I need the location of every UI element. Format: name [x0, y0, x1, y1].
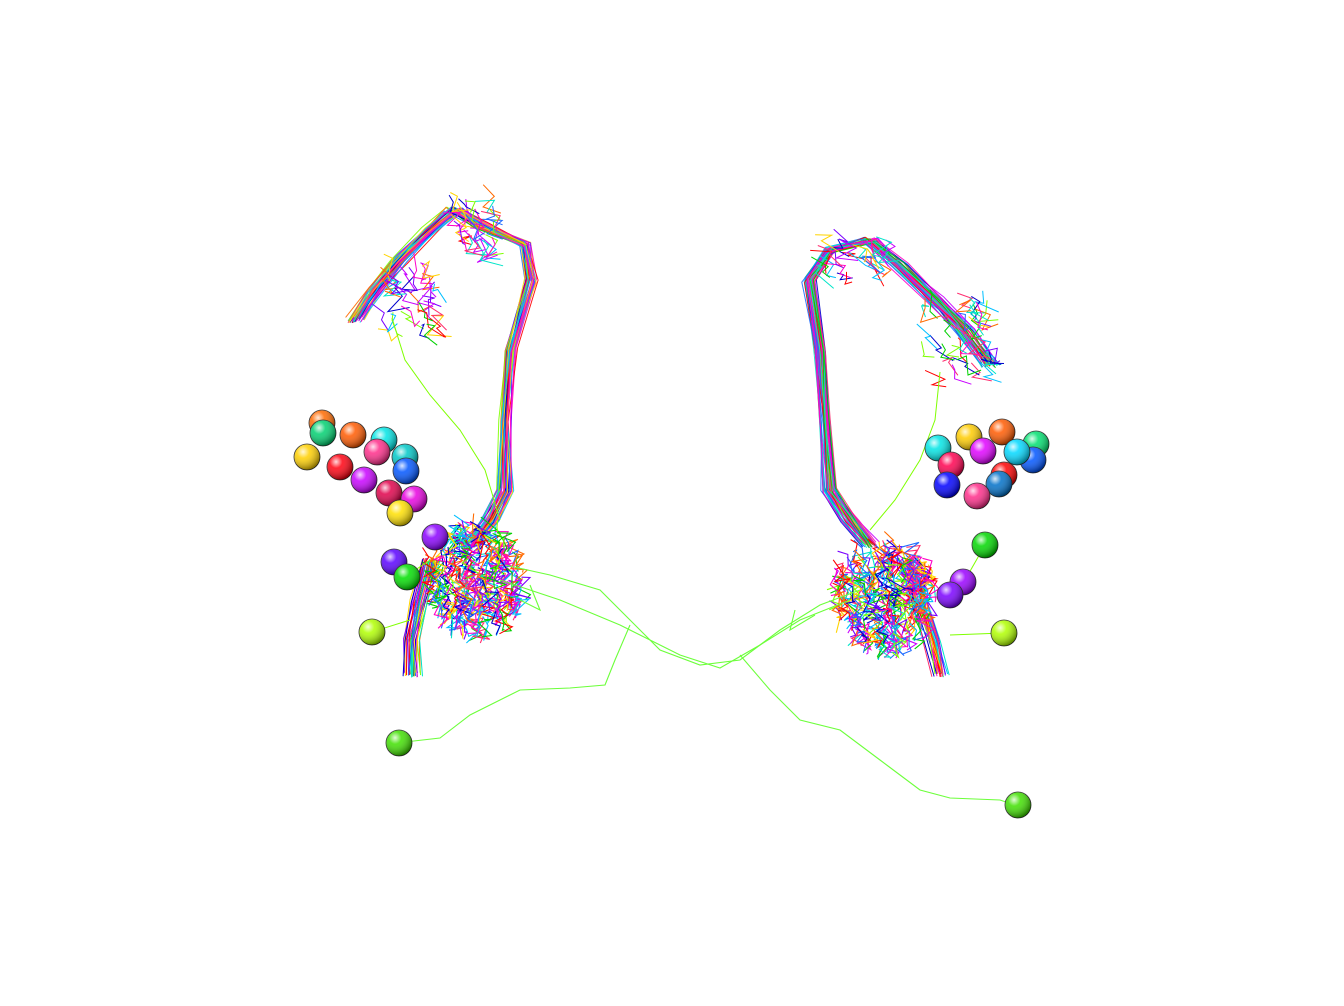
axon-fiber [353, 208, 534, 547]
soma-spheres [293, 409, 1050, 819]
axon-fiber [352, 206, 529, 545]
right-hemisphere-axon-bundle [801, 228, 1005, 678]
axon-fiber [348, 211, 529, 543]
commissural-projection [371, 544, 1016, 806]
axon-fiber [353, 208, 529, 547]
axon-fiber [355, 211, 535, 548]
left-hemisphere-axon-bundle [345, 184, 539, 678]
neuropil-arborizations [422, 513, 940, 661]
